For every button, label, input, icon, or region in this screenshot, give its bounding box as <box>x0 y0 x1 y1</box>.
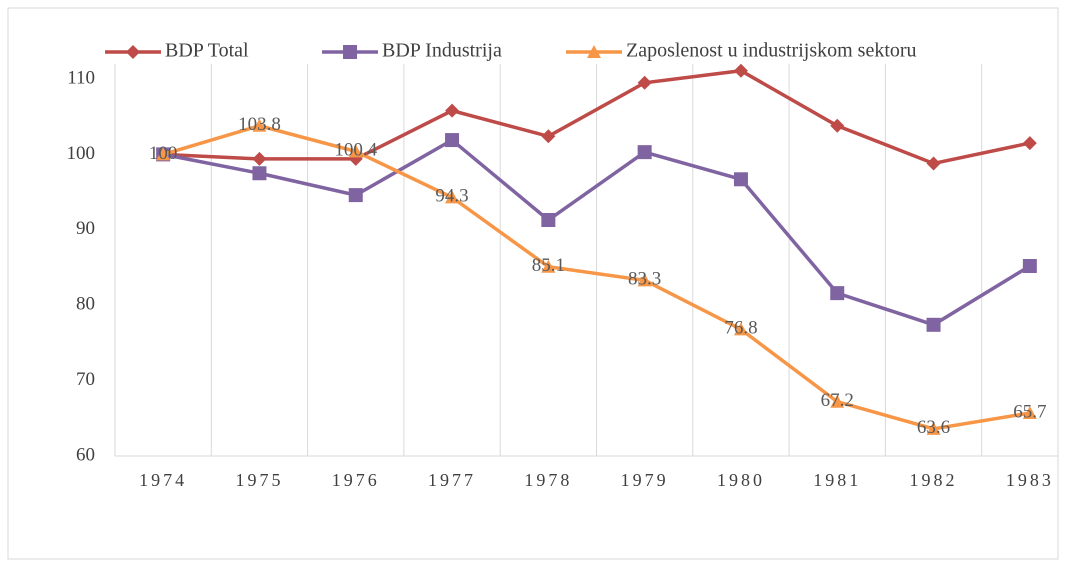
data-label: 67.2 <box>821 390 854 411</box>
legend-marker <box>343 45 357 59</box>
data-label: 83.3 <box>628 269 661 290</box>
data-label: 85.1 <box>532 255 565 276</box>
x-tick-label: 1979 <box>621 470 669 490</box>
data-point <box>445 103 460 118</box>
legend-marker <box>587 45 601 58</box>
y-tick-label: 110 <box>67 67 95 88</box>
data-label: 76.8 <box>724 318 757 339</box>
data-point <box>830 118 845 133</box>
data-label: 100.4 <box>334 140 377 161</box>
data-point <box>252 118 267 132</box>
data-point <box>733 322 748 336</box>
data-point <box>637 75 652 90</box>
legend-marker <box>126 45 140 59</box>
data-label: 103.8 <box>238 114 281 135</box>
series-line <box>162 137 1031 327</box>
data-point <box>926 317 941 332</box>
x-tick-label: 1980 <box>717 470 765 490</box>
x-tick-label: 1983 <box>1006 470 1054 490</box>
data-point <box>541 259 556 273</box>
data-point <box>252 151 267 166</box>
data-point <box>1022 406 1037 420</box>
data-point <box>637 273 652 287</box>
data-point <box>830 286 845 301</box>
data-point <box>926 421 941 435</box>
data-point <box>348 144 363 158</box>
x-tick-label: 1977 <box>428 470 476 490</box>
data-point <box>541 129 556 144</box>
series-line <box>162 123 1031 431</box>
x-tick-label: 1976 <box>332 470 380 490</box>
x-tick-label: 1981 <box>813 470 861 490</box>
x-tick-label: 1975 <box>235 470 283 490</box>
data-point <box>348 188 363 203</box>
legend-label: Zaposlenost u industrijskom sektoru <box>626 40 917 62</box>
data-point <box>541 212 556 227</box>
data-point <box>445 190 460 204</box>
y-tick-label: 100 <box>67 143 96 164</box>
series-line <box>163 68 1031 166</box>
data-label: 65.7 <box>1013 401 1046 422</box>
y-tick-label: 80 <box>76 294 95 315</box>
data-point <box>637 145 652 160</box>
data-label: 94.3 <box>435 186 468 207</box>
y-tick-label: 60 <box>76 444 95 465</box>
data-point <box>733 63 748 78</box>
y-tick-label: 90 <box>76 218 95 239</box>
data-label: 100 <box>149 143 178 164</box>
data-point <box>733 172 748 187</box>
legend-label: BDP Industrija <box>382 40 502 62</box>
chart-border <box>7 7 1059 560</box>
data-label: 63.6 <box>917 417 950 438</box>
data-point <box>156 147 171 161</box>
x-tick-label: 1982 <box>910 470 958 490</box>
data-point <box>926 156 941 171</box>
data-point <box>1022 258 1037 273</box>
legend-label: BDP Total <box>165 40 249 62</box>
y-tick-label: 70 <box>76 369 95 390</box>
data-point <box>830 394 845 408</box>
x-tick-label: 1974 <box>139 470 187 490</box>
data-point <box>252 166 267 181</box>
data-point <box>1022 136 1037 151</box>
x-tick-label: 1978 <box>524 470 572 490</box>
data-point <box>445 133 460 148</box>
